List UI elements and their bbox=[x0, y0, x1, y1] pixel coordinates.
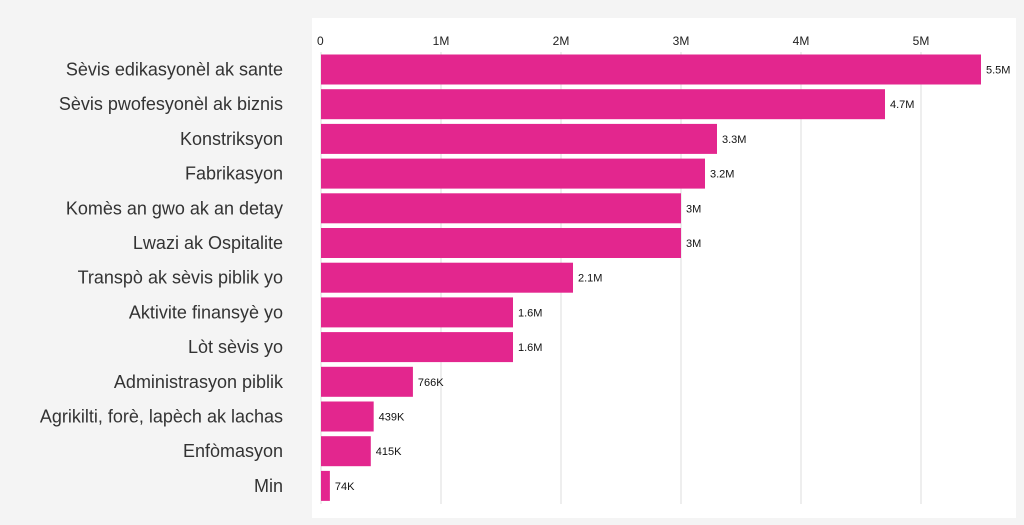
bar bbox=[321, 89, 885, 120]
bar bbox=[321, 262, 573, 293]
x-tick-label: 3M bbox=[673, 34, 690, 48]
bar bbox=[321, 123, 717, 154]
data-label: 3.3M bbox=[722, 134, 746, 146]
x-tick-label: 1M bbox=[433, 34, 450, 48]
bar bbox=[321, 193, 681, 224]
data-label: 2.1M bbox=[578, 273, 602, 285]
category-label: Komès an gwo ak an detay bbox=[66, 198, 283, 218]
category-label: Agrikilti, forè, lapèch ak lachas bbox=[40, 407, 283, 427]
bar bbox=[321, 470, 330, 501]
data-label: 766K bbox=[418, 377, 444, 389]
x-tick-label: 2M bbox=[553, 34, 570, 48]
category-label: Aktivite finansyè yo bbox=[129, 302, 283, 322]
bar bbox=[321, 332, 513, 363]
data-label: 3M bbox=[686, 203, 701, 215]
data-label: 4.7M bbox=[890, 99, 914, 111]
category-label: Enfòmasyon bbox=[183, 441, 283, 461]
bar bbox=[321, 297, 513, 328]
data-label: 3M bbox=[686, 238, 701, 250]
bar bbox=[321, 436, 371, 467]
x-tick-label: 0 bbox=[317, 34, 324, 48]
bar bbox=[321, 401, 374, 432]
category-label: Min bbox=[254, 476, 283, 496]
data-label: 415K bbox=[376, 446, 402, 458]
category-label: Sèvis pwofesyonèl ak biznis bbox=[59, 94, 283, 114]
category-label: Konstriksyon bbox=[180, 129, 283, 149]
data-label: 1.6M bbox=[518, 342, 542, 354]
category-label: Transpò ak sèvis piblik yo bbox=[78, 268, 283, 288]
bar bbox=[321, 158, 705, 189]
data-label: 1.6M bbox=[518, 307, 542, 319]
data-label: 3.2M bbox=[710, 169, 734, 181]
category-label: Lwazi ak Ospitalite bbox=[133, 233, 283, 253]
category-label: Administrasyon piblik bbox=[114, 372, 284, 392]
bar bbox=[321, 54, 981, 85]
bar bbox=[321, 366, 413, 397]
category-label: Sèvis edikasyonèl ak sante bbox=[66, 60, 283, 80]
data-label: 74K bbox=[335, 481, 355, 493]
x-tick-label: 5M bbox=[913, 34, 930, 48]
data-label: 5.5M bbox=[986, 65, 1010, 77]
category-label-column bbox=[0, 0, 300, 525]
data-label: 439K bbox=[379, 412, 405, 424]
bar bbox=[321, 228, 681, 258]
category-label: Fabrikasyon bbox=[185, 164, 283, 184]
category-label: Lòt sèvis yo bbox=[188, 337, 283, 357]
x-tick-label: 4M bbox=[793, 34, 810, 48]
